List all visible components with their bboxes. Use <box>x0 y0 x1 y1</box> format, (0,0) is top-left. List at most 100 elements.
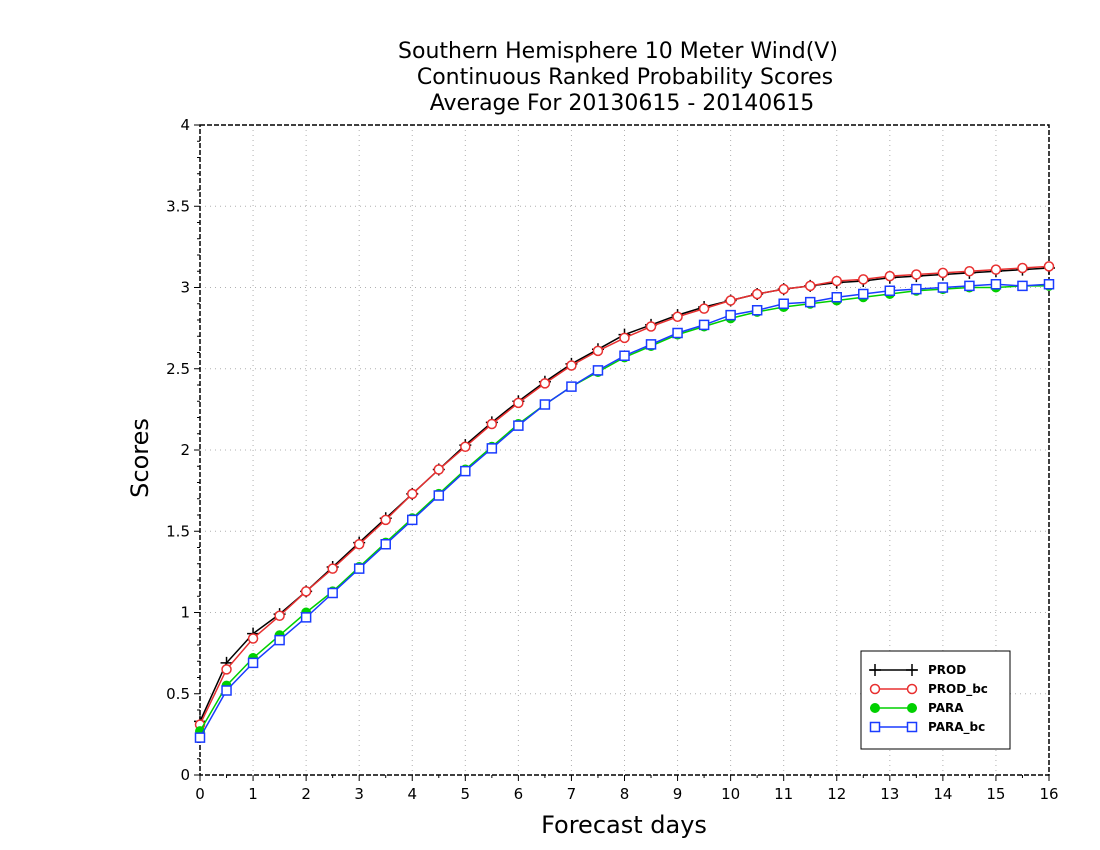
x-tick-label: 4 <box>407 785 417 803</box>
data-point-prod-bc <box>433 464 445 475</box>
data-point-para-bc <box>513 420 524 431</box>
data-point-para-bc <box>804 296 816 308</box>
data-point-para-bc <box>433 490 445 501</box>
legend-marker <box>870 703 880 713</box>
data-point-para-bc <box>990 279 1002 290</box>
data-point-para-bc <box>274 634 285 646</box>
series-prod-bc <box>194 261 1055 730</box>
data-point-prod-bc <box>698 303 710 314</box>
x-tick-label: 3 <box>354 785 364 803</box>
data-point-prod-bc <box>831 275 842 287</box>
data-point-prod-bc <box>566 360 577 371</box>
data-point-prod-bc <box>247 633 259 644</box>
y-tick-label: 3.5 <box>166 197 190 215</box>
x-tick-label: 5 <box>461 785 471 803</box>
data-point-prod-bc <box>592 345 604 357</box>
data-point-prod-bc <box>486 418 498 430</box>
data-point-prod-bc <box>990 264 1002 275</box>
data-point-para-bc <box>1043 279 1055 290</box>
y-tick-label: 0 <box>180 766 190 784</box>
legend-item-prod-bc: PROD_bc <box>869 682 988 697</box>
data-point-para-bc <box>831 292 842 303</box>
y-tick-label: 1.5 <box>166 522 190 540</box>
legend-label: PROD <box>928 663 966 677</box>
legend-item-prod: PROD <box>869 663 966 677</box>
data-point-prod-bc <box>672 311 683 322</box>
data-point-prod-bc <box>964 266 975 277</box>
data-point-prod-bc <box>300 586 312 597</box>
x-tick-label: 2 <box>301 785 311 803</box>
data-point-prod-bc <box>274 610 285 621</box>
data-point-para-bc <box>645 339 657 350</box>
data-point-para-bc <box>778 298 789 309</box>
data-point-para-bc <box>751 305 763 316</box>
data-point-para-bc <box>327 587 338 599</box>
data-point-prod-bc <box>1017 262 1028 274</box>
data-point-prod-bc <box>645 321 657 332</box>
data-point-para-bc <box>964 280 975 292</box>
x-tick-label: 9 <box>673 785 683 803</box>
data-point-para-bc <box>858 288 869 300</box>
data-point-prod-bc <box>858 274 869 285</box>
data-point-para-bc <box>380 539 391 550</box>
data-point-prod-bc <box>221 664 232 675</box>
data-point-para-bc <box>592 365 604 376</box>
data-point-prod-bc <box>725 295 736 306</box>
data-point-prod-bc <box>911 269 922 280</box>
data-point-prod-bc <box>460 441 471 452</box>
data-point-para-bc <box>486 443 498 454</box>
legend-label: PARA_bc <box>928 720 985 735</box>
data-point-prod-bc <box>1043 261 1055 272</box>
data-point-prod-bc <box>937 267 949 279</box>
data-point-para-bc <box>407 514 418 526</box>
data-point-para-bc <box>884 285 896 296</box>
x-tick-label: 6 <box>514 785 524 803</box>
title-line-3: Average For 20130615 - 20140615 <box>430 91 815 116</box>
x-tick-label: 16 <box>1039 785 1058 803</box>
x-tick-label: 13 <box>880 785 899 803</box>
title-line-2: Continuous Ranked Probability Scores <box>417 65 833 90</box>
x-tick-label: 11 <box>774 785 793 803</box>
data-point-para-bc <box>460 465 471 477</box>
legend-item-para: PARA <box>870 701 964 715</box>
data-point-para-bc <box>566 381 577 392</box>
data-point-prod-bc <box>380 514 391 526</box>
x-tick-label: 8 <box>620 785 630 803</box>
series-para-bc <box>194 279 1055 743</box>
data-point-para-bc <box>911 283 922 295</box>
y-tick-label: 4 <box>180 116 190 134</box>
legend-marker <box>907 703 917 713</box>
y-tick-label: 1 <box>180 604 190 622</box>
x-tick-label: 1 <box>248 785 258 803</box>
x-tick-label: 7 <box>567 785 577 803</box>
x-tick-label: 12 <box>827 785 846 803</box>
legend-marker <box>906 721 918 733</box>
axis-ticks: 0 1 2 3 4 5 6 7 8 9 10 11 12 13 14 15 1600.511.522.533.5… <box>166 116 1058 803</box>
legend-label: PROD_bc <box>928 682 988 697</box>
legend-label: PARA <box>928 701 964 715</box>
x-tick-label: 10 <box>721 785 740 803</box>
data-point-prod-bc <box>778 283 789 295</box>
data-point-prod-bc <box>407 488 418 500</box>
data-point-prod-bc <box>513 397 524 409</box>
x-axis-title: Forecast days <box>541 811 707 839</box>
y-tick-label: 3 <box>180 279 190 297</box>
plot-frame <box>199 124 1050 776</box>
y-axis-title: Scores <box>126 418 154 498</box>
legend-marker <box>906 664 918 676</box>
data-point-prod-bc <box>327 563 338 574</box>
x-tick-label: 15 <box>986 785 1005 803</box>
legend-box <box>860 650 1011 750</box>
y-tick-label: 2 <box>180 441 190 459</box>
data-point-prod-bc <box>751 288 763 300</box>
data-point-prod-bc <box>539 378 551 389</box>
chart-title: Southern Hemisphere 10 Meter Wind(V) Con… <box>398 39 838 116</box>
data-point-para-bc <box>725 309 736 321</box>
y-tick-label: 0.5 <box>166 685 190 703</box>
data-point-prod-bc <box>619 332 630 344</box>
legend-marker <box>906 683 918 695</box>
data-point-prod-bc <box>884 270 896 282</box>
data-point-para-bc <box>1017 280 1028 292</box>
legend-marker <box>869 683 881 695</box>
